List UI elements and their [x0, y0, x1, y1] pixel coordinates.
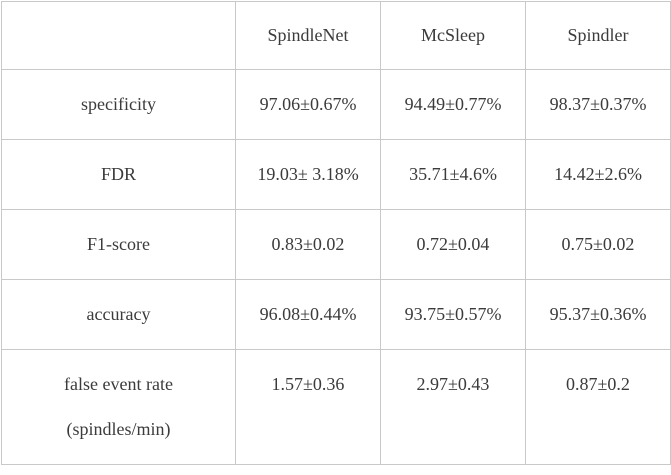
table-row-specificity: specificity 97.06±0.67% 94.49±0.77% 98.3… — [1, 69, 671, 140]
cell-value: 98.37±0.37% — [525, 69, 671, 140]
cell-value: 0.75±0.02 — [525, 209, 671, 280]
column-header-spindlenet: SpindleNet — [235, 1, 381, 70]
cell-value: 0.87±0.2 — [525, 349, 671, 465]
cell-value: 19.03± 3.18% — [235, 139, 381, 210]
cell-value: 2.97±0.43 — [380, 349, 526, 465]
cell-value: 96.08±0.44% — [235, 279, 381, 350]
cell-value: 95.37±0.36% — [525, 279, 671, 350]
cell-value: 0.83±0.02 — [235, 209, 381, 280]
table-row-accuracy: accuracy 96.08±0.44% 93.75±0.57% 95.37±0… — [1, 279, 671, 350]
column-header-mcsleep: McSleep — [380, 1, 526, 70]
row-label: accuracy — [1, 279, 236, 350]
cell-value: 1.57±0.36 — [235, 349, 381, 465]
cell-value: 35.71±4.6% — [380, 139, 526, 210]
row-label: FDR — [1, 139, 236, 210]
cell-value: 0.72±0.04 — [380, 209, 526, 280]
header-row: SpindleNet McSleep Spindler — [1, 1, 671, 70]
results-table: SpindleNet McSleep Spindler specificity … — [1, 1, 671, 465]
cell-value: 14.42±2.6% — [525, 139, 671, 210]
cell-value: 94.49±0.77% — [380, 69, 526, 140]
row-label: false event rate (spindles/min) — [1, 349, 236, 465]
cell-value: 93.75±0.57% — [380, 279, 526, 350]
table-row-fdr: FDR 19.03± 3.18% 35.71±4.6% 14.42±2.6% — [1, 139, 671, 210]
cell-value: 97.06±0.67% — [235, 69, 381, 140]
row-label: specificity — [1, 69, 236, 140]
column-header-spindler: Spindler — [525, 1, 671, 70]
table-row-false-event-rate: false event rate (spindles/min) 1.57±0.3… — [1, 349, 671, 465]
header-empty-cell — [1, 1, 236, 70]
table-row-f1-score: F1-score 0.83±0.02 0.72±0.04 0.75±0.02 — [1, 209, 671, 280]
row-label: F1-score — [1, 209, 236, 280]
